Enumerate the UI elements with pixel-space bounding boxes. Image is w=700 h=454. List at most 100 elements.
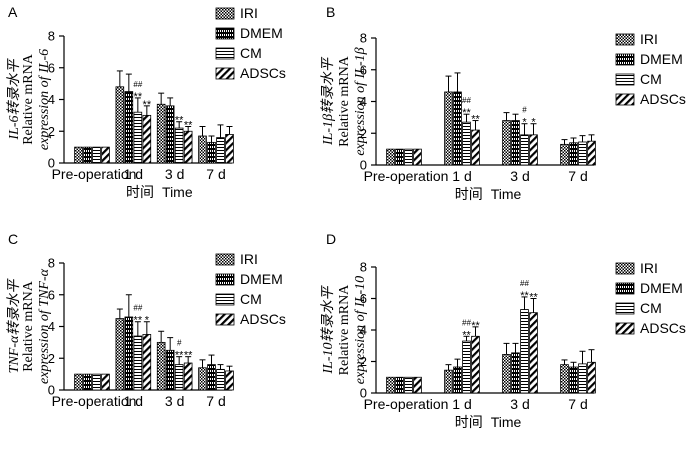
- bar-dmem: [207, 141, 216, 164]
- bar-cm: [216, 368, 225, 391]
- significance-mark: **: [462, 107, 471, 119]
- x-tick-label: 7 d: [206, 393, 225, 409]
- significance-mark: **: [184, 119, 193, 131]
- hash-mark: ##: [520, 279, 529, 288]
- bar-iri: [386, 376, 395, 394]
- y-label-cn: IL-10转录水平: [320, 284, 336, 374]
- bar-cm: [578, 363, 587, 394]
- bar-iri: [198, 135, 207, 164]
- bar-dmem: [83, 373, 92, 391]
- x-tick-label: 1 d: [452, 168, 471, 184]
- x-title-cn: 时间: [455, 414, 483, 430]
- y-tick-label: 0: [360, 158, 367, 173]
- x-tick-label: 7 d: [206, 166, 225, 182]
- bar-adscs: [529, 312, 538, 394]
- x-tick-label: Pre-operation: [364, 396, 449, 412]
- bar-adscs: [529, 134, 538, 166]
- bar-dmem: [453, 366, 462, 394]
- significance-mark: **: [175, 115, 184, 127]
- x-title-cn: 时间: [455, 186, 483, 202]
- bar-iri: [198, 367, 207, 391]
- legend-swatch-cm: [615, 73, 635, 86]
- bar-cm: [404, 148, 413, 166]
- legend-label: ADSCs: [640, 91, 686, 107]
- x-title-en: Time: [491, 186, 522, 202]
- y-label-cn: IL-6转录水平: [6, 57, 22, 140]
- significance-mark: **: [184, 350, 193, 362]
- significance-mark: **: [462, 329, 471, 341]
- hash-mark: ##: [133, 80, 142, 89]
- legend-swatch-cm: [615, 302, 635, 315]
- x-tick-label: Pre-operation: [364, 168, 449, 184]
- bar-adscs: [413, 148, 422, 166]
- bar-iri: [444, 369, 453, 394]
- y-tick-label: 0: [48, 383, 55, 398]
- bar-dmem: [165, 105, 175, 164]
- legend-label: CM: [640, 300, 662, 316]
- significance-mark: *: [145, 315, 150, 327]
- y-tick-label: 4: [360, 323, 367, 338]
- legend-swatch-iri: [615, 262, 635, 275]
- legend-label: DMEM: [240, 271, 283, 287]
- bar-adscs: [471, 335, 480, 394]
- bar-cm: [133, 335, 143, 391]
- legend-label: CM: [240, 291, 262, 307]
- bar-cm: [462, 340, 471, 394]
- bar-dmem: [124, 316, 134, 391]
- y-tick-label: 4: [360, 94, 367, 109]
- significance-mark: *: [522, 117, 527, 129]
- legend-swatch-dmem: [215, 27, 235, 40]
- x-tick-label: 1 d: [124, 393, 143, 409]
- bar-iri: [444, 91, 453, 166]
- y-tick-label: 0: [48, 156, 55, 171]
- x-title-cn: 时间: [126, 184, 154, 200]
- legend-swatch-adscs: [215, 67, 235, 80]
- y-tick-label: 2: [48, 124, 55, 139]
- significance-mark: **: [134, 315, 143, 327]
- bar-adscs: [183, 130, 193, 164]
- bar-adscs: [587, 361, 596, 394]
- bar-iri: [156, 103, 166, 164]
- x-tick-label: 3 d: [510, 168, 529, 184]
- legend-swatch-cm: [215, 293, 235, 306]
- x-tick-label: 1 d: [452, 396, 471, 412]
- legend-label: IRI: [640, 31, 658, 47]
- x-title-en: Time: [162, 184, 193, 200]
- legend-label: IRI: [640, 260, 658, 276]
- y-tick-label: 2: [360, 126, 367, 141]
- bar-adscs: [142, 114, 152, 164]
- bar-iri: [502, 354, 511, 394]
- legend-label: CM: [240, 45, 262, 61]
- legend-label: DMEM: [640, 51, 683, 67]
- y-label-line3: expression of TNF-α: [37, 268, 52, 384]
- bar-iri: [74, 373, 83, 391]
- legend-swatch-dmem: [615, 53, 635, 66]
- y-label-cn: IL-1β转录水平: [320, 56, 336, 146]
- bar-dmem: [395, 148, 404, 166]
- bar-cm: [174, 364, 184, 391]
- legend-label: ADSCs: [240, 311, 286, 327]
- significance-mark: *: [531, 117, 536, 129]
- bar-dmem: [569, 366, 578, 394]
- bar-iri: [156, 341, 166, 391]
- y-label-line2: Relative mRNA: [337, 284, 352, 375]
- y-tick-label: 8: [360, 260, 367, 275]
- legend-label: ADSCs: [240, 65, 286, 81]
- bar-cm: [520, 134, 529, 166]
- bar-dmem: [453, 91, 462, 166]
- legend-label: DMEM: [640, 280, 683, 296]
- panel-d: D 0 2 4 6 8 IL-10转录水平 Relative mRNA expression o…: [320, 231, 686, 430]
- bar-adscs: [225, 134, 234, 164]
- x-axis-title: 时间 Time: [455, 414, 522, 430]
- y-tick-label: 2: [360, 354, 367, 369]
- y-label-line2: Relative mRNA: [21, 280, 36, 371]
- y-tick-label: 6: [48, 287, 55, 302]
- legend-swatch-dmem: [215, 273, 235, 286]
- panel-letter: A: [8, 4, 18, 20]
- y-tick-label: 0: [360, 386, 367, 401]
- x-axis-title: 时间 Time: [126, 184, 193, 200]
- legend-swatch-adscs: [615, 93, 635, 106]
- bar-adscs: [587, 140, 596, 166]
- legend-label: DMEM: [240, 25, 283, 41]
